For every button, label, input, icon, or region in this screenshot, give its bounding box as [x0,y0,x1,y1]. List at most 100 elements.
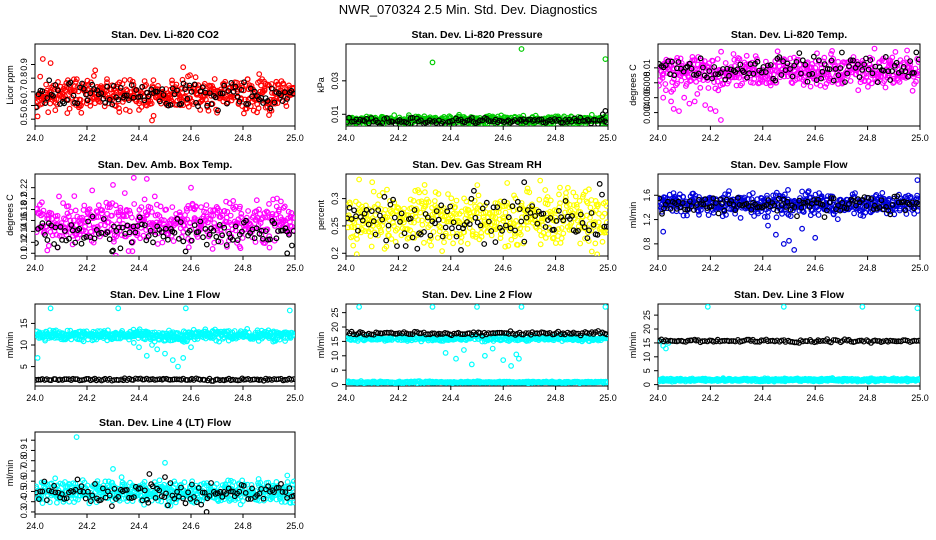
data-point [891,193,898,200]
data-point [149,342,155,348]
data-point [375,207,382,214]
series-line-1-flow-primary- [35,305,295,370]
data-point [225,88,232,94]
data-point [54,101,60,108]
data-point [697,84,704,91]
data-point [686,60,693,67]
data-point [660,70,667,77]
y-tick-label: 1.2 [642,213,652,226]
data-point [112,252,119,256]
data-point [765,222,771,229]
data-point [714,78,721,85]
data-point [536,116,542,123]
data-point [878,197,885,204]
data-point [680,212,687,219]
data-point [770,192,776,199]
data-point [483,199,490,206]
series-amb-box-temp-reference- [35,213,295,256]
data-point [390,196,397,203]
data-point [773,214,780,221]
data-point [887,211,894,218]
data-point [372,212,379,219]
data-point [138,204,145,211]
data-point [889,201,896,208]
x-tick-label: 24.0 [337,133,355,143]
data-point [209,245,216,252]
data-point [260,235,266,242]
data-point [238,210,245,217]
data-points [346,46,608,126]
data-point [513,217,519,224]
data-point [425,198,432,205]
data-point [809,207,816,213]
data-point [781,57,788,63]
data-point [702,196,709,203]
data-point [261,86,268,93]
data-point [904,47,910,54]
y-tick-label: 15 [19,318,29,328]
data-point [582,235,588,242]
data-point [792,64,799,70]
data-point [144,89,151,96]
data-point [902,68,909,75]
data-point [553,217,560,224]
data-point [798,70,804,77]
data-point [901,198,907,205]
data-point [548,210,555,217]
y-tick-label: 0.3 [330,192,340,205]
data-point [290,228,295,234]
data-point [722,60,729,66]
data-point [712,108,719,114]
data-point [508,363,515,369]
data-point [347,201,354,208]
data-point [137,93,144,100]
data-point [914,177,920,183]
data-point [802,61,809,68]
data-point [513,351,520,358]
x-tick-label: 24.2 [390,263,408,273]
data-point [174,87,180,94]
data-point [492,239,499,246]
plot-frame [34,43,296,127]
data-point [724,65,730,72]
data-point [490,204,497,211]
data-point [846,63,852,70]
data-point [143,237,150,244]
data-point [106,100,112,107]
data-point [45,109,52,116]
data-point [911,205,917,212]
data-point [210,212,217,219]
data-point [562,209,568,216]
series-gas-stream-rh-reference- [346,179,608,253]
data-point [171,229,178,236]
data-point [816,57,822,64]
data-point [458,239,464,245]
data-point [241,79,247,86]
data-point [143,175,150,182]
data-point [732,207,739,214]
data-point [793,59,800,65]
data-point [126,108,133,115]
y-tick-label: 0.25 [330,217,340,235]
data-point [394,225,401,232]
data-point [278,92,285,99]
y-tick-label: 5 [19,364,29,369]
data-point [269,210,276,217]
data-point [191,81,198,88]
data-point [482,352,488,359]
data-point [458,246,464,253]
data-point [442,350,449,356]
data-point [42,337,48,344]
data-point [447,203,454,210]
data-point [212,94,219,101]
data-point [843,205,850,212]
data-point [350,242,357,249]
data-point [185,103,192,110]
data-point [54,216,60,223]
data-point [497,198,504,205]
data-point [101,103,108,110]
data-point [54,244,61,251]
data-point [789,73,796,80]
data-point [39,88,46,95]
